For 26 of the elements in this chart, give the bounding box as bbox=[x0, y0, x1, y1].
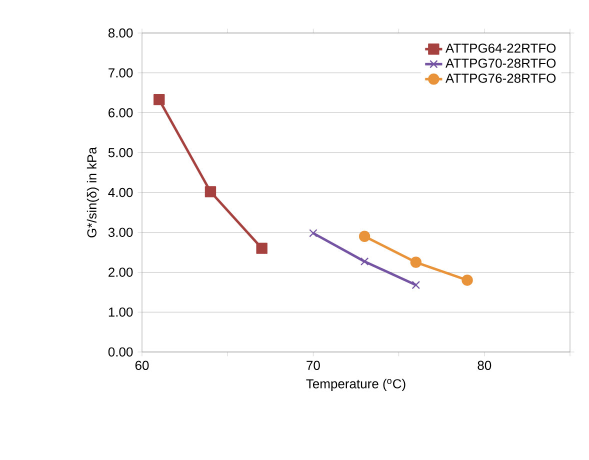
point bbox=[154, 94, 165, 106]
legend-label: ATTPG70-28RTFO bbox=[446, 58, 556, 68]
point bbox=[360, 257, 369, 266]
y-tick-label: 4.00 bbox=[108, 188, 133, 198]
y-tick-label: 1.00 bbox=[108, 308, 133, 317]
point bbox=[309, 229, 318, 238]
y-tick-label: 2.00 bbox=[108, 268, 133, 277]
y-axis-title: G*/sin(δ) in kPa bbox=[86, 146, 100, 238]
x-axis-title: Temperature ($^{o}$C) bbox=[306, 378, 406, 391]
x-tick-label: 80 bbox=[478, 360, 492, 370]
legend-label: ATTPG76-28RTFO bbox=[446, 74, 556, 83]
y-tick-label: 0.00 bbox=[108, 347, 133, 357]
point bbox=[410, 256, 422, 268]
point bbox=[358, 230, 370, 242]
point bbox=[412, 280, 420, 290]
point bbox=[204, 186, 216, 198]
y-tick-label: 3.00 bbox=[108, 228, 133, 237]
legend-label: ATTPG64-22RTFO bbox=[446, 44, 556, 53]
point bbox=[256, 242, 268, 254]
y-tick-label: 8.00 bbox=[108, 28, 133, 38]
y-tick-label: 7.00 bbox=[108, 68, 133, 78]
y-tick-label: 6.00 bbox=[108, 108, 133, 118]
x-tick-label: 60 bbox=[135, 360, 149, 370]
y-tick-label: 5.00 bbox=[108, 148, 133, 158]
point bbox=[462, 274, 473, 286]
x-tick-label: 70 bbox=[306, 360, 320, 370]
